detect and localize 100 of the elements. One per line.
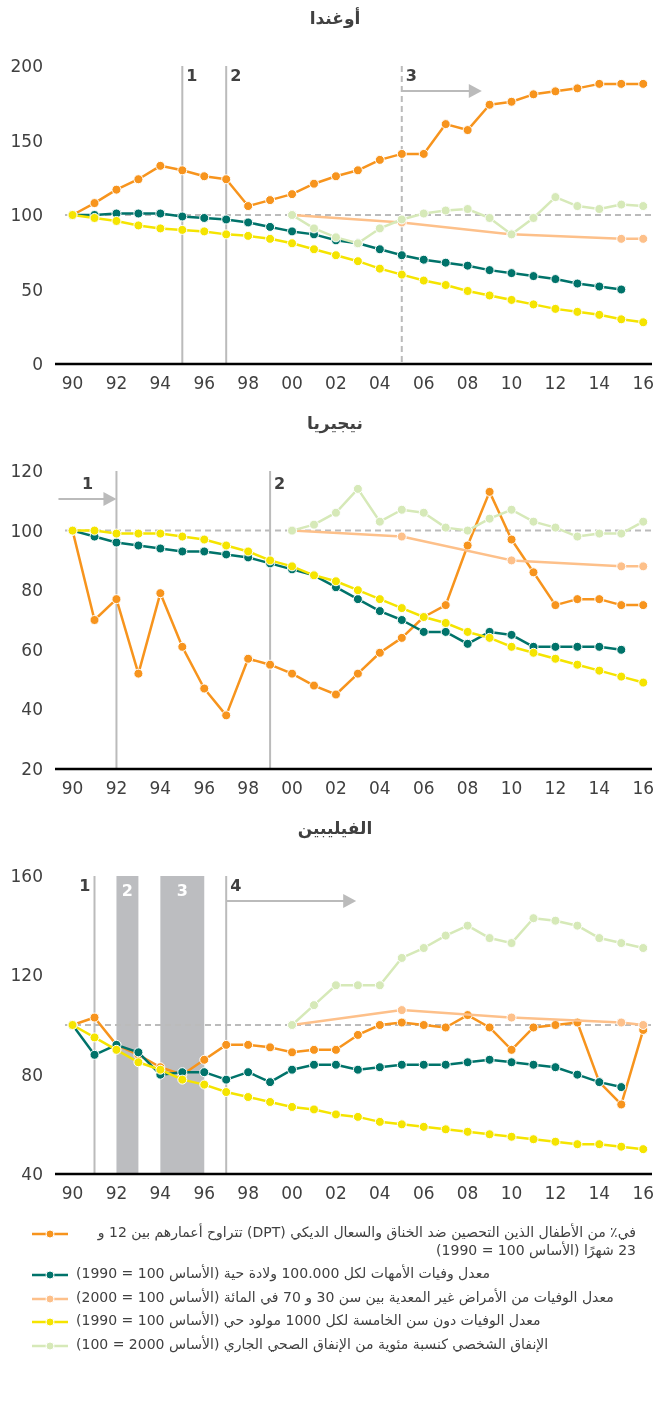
y-tick-label: 0 <box>32 354 43 374</box>
point <box>616 314 627 325</box>
point <box>440 1059 451 1070</box>
point <box>638 78 649 89</box>
point <box>418 1121 429 1132</box>
point <box>528 516 539 527</box>
point <box>506 294 517 305</box>
point <box>638 677 649 688</box>
point <box>243 546 254 557</box>
point <box>352 483 363 494</box>
point <box>616 1017 627 1028</box>
x-tick-label: 16 <box>632 1183 655 1203</box>
point <box>330 1044 341 1055</box>
point <box>616 528 627 539</box>
point <box>616 671 627 682</box>
point <box>221 1074 232 1085</box>
y-tick-label: 120 <box>10 965 43 986</box>
point <box>352 256 363 267</box>
point <box>638 201 649 212</box>
point <box>374 1062 385 1073</box>
point <box>462 525 473 536</box>
point <box>550 192 561 203</box>
point <box>111 594 122 605</box>
point <box>133 1057 144 1068</box>
point <box>308 1059 319 1070</box>
point <box>462 626 473 637</box>
point <box>287 1047 298 1058</box>
y-tick-label: 160 <box>10 866 43 886</box>
point <box>572 1139 583 1150</box>
point <box>243 653 254 664</box>
point <box>506 641 517 652</box>
x-tick-label: 14 <box>588 373 611 393</box>
point <box>594 78 605 89</box>
point <box>330 507 341 518</box>
y-tick-label: 40 <box>21 699 43 720</box>
point <box>638 561 649 572</box>
point <box>616 78 627 89</box>
x-tick-label: 94 <box>149 1183 172 1203</box>
x-tick-label: 98 <box>237 373 259 393</box>
point <box>462 638 473 649</box>
point <box>265 195 276 206</box>
x-tick-label: 14 <box>588 1183 611 1203</box>
point <box>616 199 627 210</box>
point <box>330 171 341 182</box>
point <box>462 1126 473 1137</box>
point <box>440 930 451 941</box>
x-tick-label: 04 <box>369 373 391 393</box>
point <box>484 265 495 276</box>
point <box>594 528 605 539</box>
x-tick-label: 94 <box>149 373 172 393</box>
legend-label: معدل وفيات الأمهات لكل 100.000 ولادة حية (الأساس 100 = 1990) <box>76 1265 490 1283</box>
point <box>352 594 363 605</box>
point <box>221 214 232 225</box>
point <box>396 148 407 159</box>
point <box>287 226 298 237</box>
point <box>352 165 363 176</box>
annotation: 1 <box>79 875 91 895</box>
x-tick-label: 10 <box>500 1183 523 1203</box>
point <box>265 1077 276 1088</box>
y-tick-label: 20 <box>21 759 43 779</box>
point <box>243 201 254 212</box>
point <box>484 933 495 944</box>
point <box>89 615 100 625</box>
x-tick-label: 08 <box>456 373 479 393</box>
annotation: 1 <box>81 473 94 493</box>
point <box>199 1079 210 1090</box>
y-tick-label: 200 <box>10 56 43 76</box>
point <box>418 943 429 954</box>
point <box>528 89 539 100</box>
point <box>308 680 319 691</box>
point <box>287 189 298 200</box>
x-tick-label: 14 <box>588 778 611 798</box>
point <box>265 659 276 670</box>
point <box>550 86 561 97</box>
point <box>308 1044 319 1055</box>
point <box>550 303 561 314</box>
point <box>265 1096 276 1107</box>
x-tick-label: 98 <box>237 1183 259 1203</box>
x-tick-label: 16 <box>632 373 655 393</box>
point <box>484 212 495 223</box>
point <box>572 83 583 94</box>
point <box>506 534 517 545</box>
point <box>111 537 122 548</box>
point <box>440 1022 451 1033</box>
point <box>638 600 649 611</box>
x-tick-label: 10 <box>500 778 523 798</box>
point <box>89 1049 100 1060</box>
point <box>528 271 539 282</box>
point <box>352 668 363 679</box>
point <box>265 233 276 244</box>
annotation: 2 <box>274 473 286 493</box>
point <box>506 1131 517 1142</box>
point <box>287 668 298 679</box>
point <box>616 284 627 295</box>
point <box>374 647 385 658</box>
y-tick-label: 50 <box>21 279 43 300</box>
x-tick-label: 00 <box>281 778 303 798</box>
point <box>638 516 649 527</box>
point <box>133 668 144 679</box>
point <box>572 531 583 542</box>
